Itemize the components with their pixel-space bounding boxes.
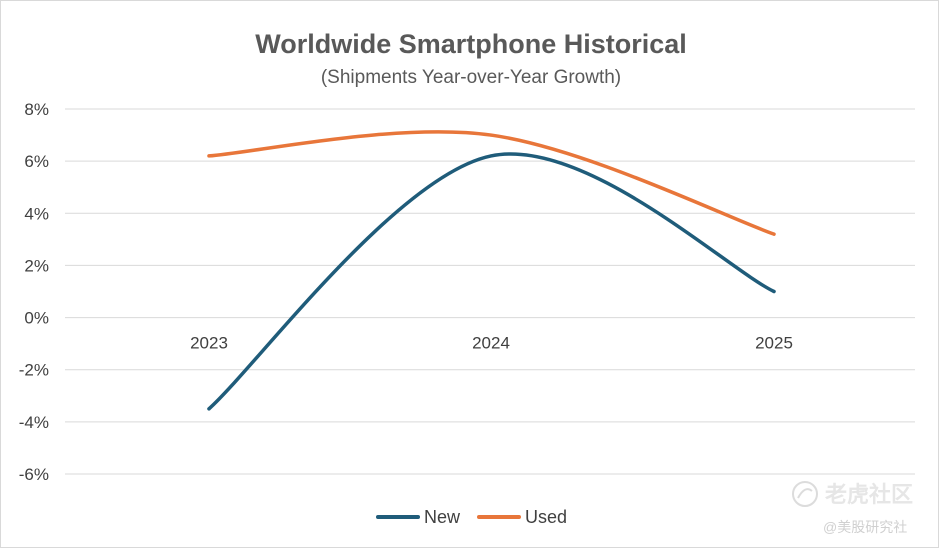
legend-label-used: Used [525, 507, 567, 527]
x-tick-label: 2024 [472, 334, 510, 353]
watermark-sub: @美股研究社 [823, 519, 907, 535]
y-tick-label: 4% [24, 204, 49, 223]
y-tick-label: 0% [24, 309, 49, 328]
x-axis-ticks: 2023 2024 2025 [190, 334, 793, 353]
watermark: 老虎社区 @美股研究社 [792, 481, 913, 535]
series-line-used [207, 130, 776, 236]
data-point-new [772, 289, 776, 294]
legend: New Used [376, 507, 567, 527]
data-point-new [489, 154, 493, 158]
y-tick-label: -4% [19, 413, 49, 432]
y-axis-ticks: 8% 6% 4% 2% 0% -2% -4% -6% [19, 100, 49, 484]
legend-label-new: New [424, 507, 461, 527]
chart-subtitle: (Shipments Year-over-Year Growth) [321, 67, 621, 88]
x-tick-label: 2025 [755, 334, 793, 353]
y-tick-label: -6% [19, 465, 49, 484]
y-tick-label: 2% [24, 256, 49, 275]
y-tick-label: -2% [19, 361, 49, 380]
series-lines [207, 130, 776, 411]
y-tick-label: 8% [24, 100, 49, 119]
grid-lines [65, 108, 915, 475]
y-tick-label: 6% [24, 152, 49, 171]
series-line-new [207, 152, 776, 411]
chart-title: Worldwide Smartphone Historical [255, 29, 687, 59]
data-point-used [207, 154, 211, 158]
data-point-used [489, 133, 493, 137]
x-tick-label: 2023 [190, 334, 228, 353]
watermark-logo-mark [797, 488, 813, 499]
data-point-new [207, 407, 211, 411]
data-point-used [772, 232, 776, 236]
watermark-brand: 老虎社区 [824, 482, 913, 507]
watermark-logo-icon [792, 481, 818, 507]
